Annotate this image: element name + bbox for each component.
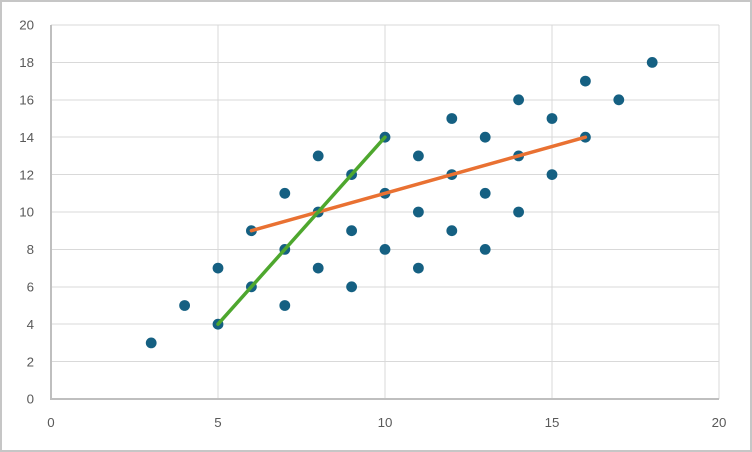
x-tick-label: 0 [47, 415, 54, 430]
y-tick-label: 6 [27, 280, 34, 295]
y-tick-label: 8 [27, 242, 34, 257]
y-tick-label: 14 [19, 130, 34, 145]
data-point[interactable] [279, 300, 291, 311]
y-tick-label: 20 [19, 18, 34, 33]
x-tick-label: 20 [712, 415, 727, 430]
data-point[interactable] [479, 244, 491, 255]
data-point[interactable] [413, 206, 424, 218]
trend-line-green[interactable] [216, 135, 387, 326]
data-point[interactable] [212, 262, 224, 274]
trend-line-orange[interactable] [249, 135, 588, 233]
y-tick-label: 2 [27, 354, 34, 369]
data-point[interactable] [446, 113, 458, 124]
y-tick-label: 12 [19, 167, 34, 182]
y-tick-label: 18 [19, 55, 34, 70]
data-point[interactable] [513, 94, 524, 106]
y-tick-label: 0 [27, 392, 34, 407]
data-point[interactable] [546, 113, 558, 124]
x-tick-label: 10 [378, 415, 393, 430]
data-point[interactable] [513, 206, 524, 218]
data-point[interactable] [613, 94, 625, 106]
data-point[interactable] [580, 75, 591, 87]
data-point[interactable] [312, 262, 324, 274]
y-tick-label: 10 [19, 205, 34, 220]
data-point[interactable] [279, 187, 291, 199]
y-tick-label: 16 [19, 93, 34, 108]
data-point[interactable] [413, 150, 424, 162]
data-point[interactable] [379, 244, 391, 255]
data-point[interactable] [145, 337, 157, 349]
y-tick-label: 4 [27, 317, 34, 332]
data-point[interactable] [346, 225, 357, 237]
x-tick-label: 5 [214, 415, 221, 430]
data-point[interactable] [179, 300, 191, 311]
data-point[interactable] [446, 225, 458, 237]
data-point[interactable] [413, 262, 424, 274]
data-point[interactable] [346, 281, 357, 293]
data-point[interactable] [479, 131, 491, 143]
data-point[interactable] [546, 169, 558, 181]
data-point[interactable] [479, 187, 491, 199]
data-point[interactable] [312, 150, 324, 162]
x-tick-label: 15 [545, 415, 560, 430]
data-point[interactable] [646, 57, 658, 68]
